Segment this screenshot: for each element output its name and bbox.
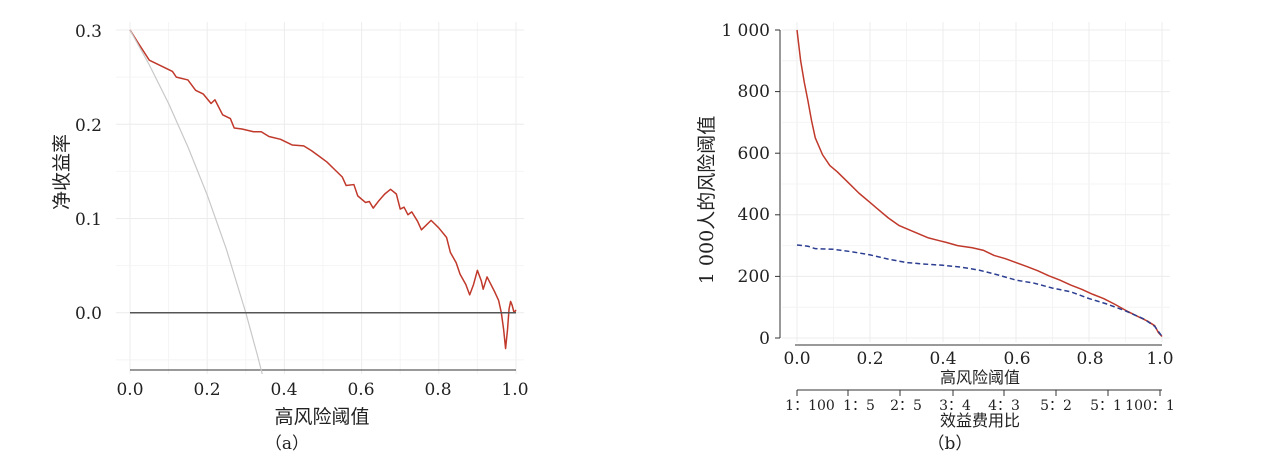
chart-b-y-tick-label: 800: [738, 82, 770, 102]
chart-a-series-line-1: [129, 29, 263, 374]
chart-a-caption: （a）: [265, 434, 309, 454]
chart-a: 0.3 0.2 0.1 0.0 0.0 0.2 0.4 0.6 0.8 1.0 …: [51, 22, 529, 454]
chart-b-x-tick-label: 0.0: [783, 349, 810, 369]
chart-b-secondary-tick-label: 1：5: [843, 398, 875, 414]
chart-b-secondary-tick-label: 5：2: [1040, 398, 1072, 414]
chart-b-x-axis: 0.0 0.2 0.4 0.6 0.8 1.0 高风险阈值: [783, 344, 1174, 387]
chart-b-x-tick-label: 1.0: [1146, 349, 1173, 369]
chart-b-y-axis: 1 000 800 600 400 200 0: [721, 21, 781, 349]
chart-a-x-tick-label: 0.6: [347, 380, 374, 400]
chart-b-x-tick-label: 0.8: [1076, 349, 1103, 369]
chart-a-series-group: [129, 29, 517, 374]
chart-b-y-tick-label: 200: [738, 267, 770, 287]
chart-b-secondary-tick-label: 5：1: [1090, 398, 1122, 414]
chart-a-x-tick-label: 0.8: [424, 380, 451, 400]
chart-b-x-tick-label: 0.6: [1003, 349, 1030, 369]
chart-b-series-line-0: [796, 29, 1163, 337]
chart-b-x-axis-title: 高风险阈值: [940, 368, 1020, 387]
chart-a-x-tick-label: 0.4: [270, 380, 297, 400]
chart-b-caption: （b）: [928, 434, 973, 454]
chart-b-y-tick-label: 400: [738, 205, 770, 225]
chart-b-secondary-tick-label: 4：3: [988, 398, 1020, 414]
chart-b-secondary-tick-label: 3：4: [939, 398, 971, 414]
chart-b-y-axis-title: 1 000人的风险阈值: [696, 116, 718, 284]
chart-a-x-axis: 0.0 0.2 0.4 0.6 0.8 1.0: [116, 369, 529, 400]
chart-a-series-line-0: [129, 29, 517, 350]
chart-b-x-tick-label: 0.4: [929, 349, 956, 369]
chart-b-x-tick-label: 0.2: [856, 349, 883, 369]
chart-b-y-tick-label: 1 000: [721, 21, 770, 41]
chart-a-x-tick-label: 1.0: [501, 380, 528, 400]
chart-a-grid: [116, 22, 524, 374]
chart-a-x-axis-title: 高风险阈值: [274, 406, 369, 428]
chart-a-y-axis-title: 净收益率: [51, 134, 73, 210]
chart-a-y-tick-label: 0.1: [75, 210, 102, 230]
chart-a-x-tick-label: 0.0: [116, 380, 143, 400]
chart-a-y-tick-label: 0.2: [75, 116, 102, 136]
chart-b-secondary-axis: 1：100 1：5 2：5 3：4 4：3 5：2 5：1 100：1 效益费用…: [785, 389, 1175, 430]
chart-b: 1 000 800 600 400 200 0 0.0 0.2 0.4 0.6 …: [696, 21, 1175, 454]
chart-a-y-axis: 0.3 0.2 0.1 0.0: [75, 22, 102, 324]
chart-b-y-tick-label: 0: [759, 329, 770, 349]
chart-b-secondary-axis-title: 效益费用比: [940, 411, 1020, 430]
chart-b-secondary-tick-label: 2：5: [890, 398, 922, 414]
chart-b-secondary-tick-label: 100：1: [1125, 398, 1175, 414]
chart-b-y-tick-label: 600: [738, 144, 770, 164]
chart-b-secondary-tick-label: 1：100: [785, 398, 835, 414]
chart-a-y-tick-label: 0.0: [75, 304, 102, 324]
chart-b-series-group: [796, 29, 1163, 337]
chart-b-grid: [782, 22, 1170, 342]
chart-a-x-tick-label: 0.2: [193, 380, 220, 400]
chart-b-series-line-1: [796, 244, 1163, 337]
chart-a-y-tick-label: 0.3: [75, 22, 102, 42]
